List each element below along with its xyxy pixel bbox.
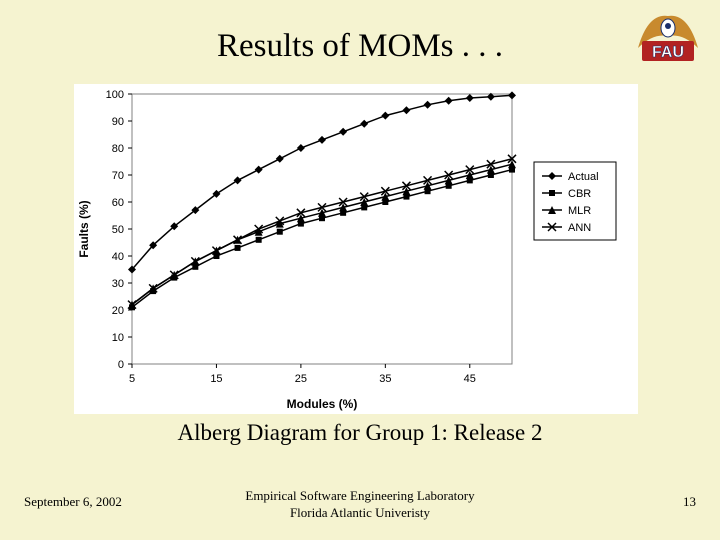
svg-text:Modules (%): Modules (%): [287, 397, 358, 411]
svg-text:0: 0: [118, 359, 124, 371]
chart-caption: Alberg Diagram for Group 1: Release 2: [0, 420, 720, 446]
footer-center: Empirical Software Engineering Laborator…: [0, 488, 720, 522]
svg-text:20: 20: [112, 305, 124, 317]
svg-text:60: 60: [112, 197, 124, 209]
svg-text:100: 100: [106, 89, 124, 101]
svg-text:45: 45: [464, 373, 476, 385]
svg-text:40: 40: [112, 251, 124, 263]
footer-page-number: 13: [683, 494, 696, 510]
svg-text:ANN: ANN: [568, 222, 591, 234]
footer-org1: Empirical Software Engineering Laborator…: [245, 488, 474, 503]
footer-org2: Florida Atlantic Univeristy: [290, 505, 430, 520]
svg-text:10: 10: [112, 332, 124, 344]
svg-text:15: 15: [210, 373, 222, 385]
svg-text:MLR: MLR: [568, 205, 591, 217]
svg-text:25: 25: [295, 373, 307, 385]
page-title: Results of MOMs . . .: [0, 28, 720, 65]
svg-text:CBR: CBR: [568, 188, 591, 200]
svg-text:35: 35: [379, 373, 391, 385]
slide: FAU Results of MOMs . . . 01020304050607…: [0, 0, 720, 540]
alberg-chart: 0 10 20 30 40 50 60 70 80 90 100 5 15 25 35 45 Modules (…: [74, 84, 638, 414]
svg-text:70: 70: [112, 170, 124, 182]
svg-text:50: 50: [112, 224, 124, 236]
svg-text:80: 80: [112, 143, 124, 155]
svg-text:5: 5: [129, 373, 135, 385]
svg-text:Faults (%): Faults (%): [77, 200, 91, 257]
svg-text:90: 90: [112, 116, 124, 128]
svg-text:Actual: Actual: [568, 171, 599, 183]
svg-text:30: 30: [112, 278, 124, 290]
